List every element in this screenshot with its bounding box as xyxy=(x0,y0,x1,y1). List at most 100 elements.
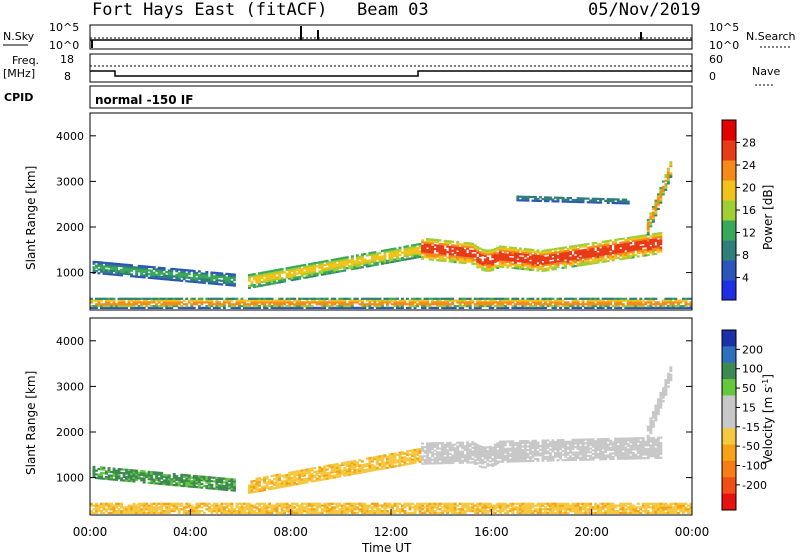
velocity-echo-main-echo xyxy=(579,451,582,454)
power-echo-main-echo-high xyxy=(569,251,572,254)
power-echo-morning-echo xyxy=(152,271,156,274)
power-echo-ground-near xyxy=(664,297,668,300)
power-echo-main-echo-low xyxy=(456,253,460,257)
power-echo-ground-near xyxy=(521,297,525,300)
velocity-echo-main-echo xyxy=(616,454,620,457)
power-echo-ground-near xyxy=(100,303,103,306)
power-echo-main-echo-low xyxy=(516,252,520,255)
power-echo-main-echo-high xyxy=(624,242,628,245)
velocity-echo-main-echo xyxy=(476,456,480,460)
velocity-echo-main-echo xyxy=(559,451,562,455)
power-echo-rising-echo xyxy=(388,253,392,257)
velocity-echo-main-echo xyxy=(571,446,575,449)
power-echo-ground-near xyxy=(308,303,312,306)
power-echo-rising-echo xyxy=(418,255,422,258)
power-echo-main-echo-low xyxy=(441,256,445,259)
velocity-echo-main-echo xyxy=(521,449,525,452)
velocity-echo-morning-echo xyxy=(220,482,224,486)
power-echo-ground-near xyxy=(160,297,164,300)
velocity-echo-rising-echo xyxy=(300,478,304,481)
power-echo-rising-echo xyxy=(318,261,322,264)
power-echo-rising-echo xyxy=(310,271,314,274)
velocity-echo-main-echo xyxy=(556,450,560,453)
velocity-echo-main-echo xyxy=(639,457,643,460)
power-echo-ground-near xyxy=(629,305,633,308)
power-echo-ground-near xyxy=(644,303,648,306)
power-echo-main-echo-high xyxy=(601,253,605,256)
velocity-echo-main-echo xyxy=(616,450,620,453)
power-echo-rising-echo xyxy=(413,249,417,252)
velocity-echo-rising-echo xyxy=(318,475,322,478)
power-echo-morning-echo xyxy=(212,271,216,274)
power-echo-ground-near xyxy=(195,299,199,302)
velocity-echo-main-echo xyxy=(564,444,567,447)
power-echo-main-echo-high xyxy=(641,240,645,243)
power-echo-main-echo-low xyxy=(518,265,522,268)
power-echo-rising-echo xyxy=(353,262,357,265)
velocity-echo-main-echo xyxy=(639,440,643,443)
velocity-echo-main-echo xyxy=(649,444,653,447)
power-echo-ground-near xyxy=(413,305,417,308)
power-echo-rising-echo xyxy=(273,269,276,272)
velocity-echo-main-echo xyxy=(636,457,640,460)
power-echo-main-echo-low xyxy=(539,258,542,261)
power-echo-ground-near xyxy=(431,299,434,302)
velocity-echo-main-echo xyxy=(423,449,427,452)
velocity-echo-rising-echo xyxy=(325,472,329,475)
velocity-echo-morning-echo xyxy=(115,469,118,472)
velocity-echo-morning-echo xyxy=(147,481,151,484)
velocity-echo-main-echo xyxy=(473,461,477,464)
power-echo-morning-echo xyxy=(92,268,96,271)
power-echo-ground-near xyxy=(574,299,577,302)
power-echo-ground-near xyxy=(636,301,640,304)
velocity-echo-rising-echo xyxy=(345,463,349,466)
velocity-echo-main-echo xyxy=(566,448,570,451)
velocity-echo-rising-echo xyxy=(335,472,339,475)
power-echo-ground-near xyxy=(323,306,327,309)
velocity-echo-morning-echo xyxy=(197,484,201,487)
power-echo-ground-near xyxy=(554,303,557,306)
power-echo-main-echo-high xyxy=(614,251,618,254)
power-echo-main-echo-low xyxy=(491,248,495,251)
velocity-echo-upper-arc xyxy=(664,380,668,384)
velocity-echo-rising-echo xyxy=(325,468,329,471)
velocity-echo-rising-echo xyxy=(370,456,374,459)
nave-tick-top: 60 xyxy=(709,53,723,66)
power-echo-rising-echo xyxy=(310,264,314,267)
power-echo-upper-arc xyxy=(666,167,670,170)
power-echo-ground-near xyxy=(325,297,329,300)
power-echo-ground-near xyxy=(205,305,209,308)
power-echo-upper-arc xyxy=(654,205,658,208)
velocity-echoes xyxy=(90,366,693,514)
velocity-echo-main-echo xyxy=(644,442,648,445)
velocity-echo-morning-echo xyxy=(110,471,113,474)
power-echo-ground-near xyxy=(398,299,402,302)
power-echo-ground-near xyxy=(536,301,540,304)
velocity-echo-rising-echo xyxy=(323,474,327,477)
velocity-echo-main-echo xyxy=(461,452,465,455)
power-echo-ground-near xyxy=(498,301,502,304)
velocity-echo-upper-arc xyxy=(646,429,650,432)
velocity-echo-main-echo xyxy=(466,446,470,450)
power-echo-morning-echo xyxy=(210,282,214,285)
power-echo-far-echo xyxy=(564,198,567,201)
velocity-echo-main-echo xyxy=(466,452,470,455)
power-echo-ground-near xyxy=(458,306,462,309)
velocity-echo-main-echo xyxy=(581,445,585,448)
velocity-echo-morning-echo xyxy=(112,471,116,474)
power-echo-ground-near xyxy=(438,297,442,300)
power-echo-ground-near xyxy=(601,301,605,304)
power-echo-rising-echo xyxy=(413,243,417,247)
power-echo-ground-near xyxy=(160,303,164,306)
power-echo-rising-echo xyxy=(408,248,412,251)
power-echo-ground-near xyxy=(574,303,577,306)
power-echo-ground-near xyxy=(461,301,465,304)
velocity-echo-morning-echo xyxy=(112,478,116,481)
power-echo-main-echo-high xyxy=(624,257,628,260)
power-echo-upper-arc xyxy=(649,221,653,224)
velocity-echo-main-echo xyxy=(554,448,557,451)
velocity-echo-main-echo xyxy=(536,454,540,457)
power-echo-upper-arc xyxy=(654,199,658,202)
power-echo-ground-near xyxy=(368,306,372,309)
power-echo-far-echo xyxy=(609,198,613,201)
